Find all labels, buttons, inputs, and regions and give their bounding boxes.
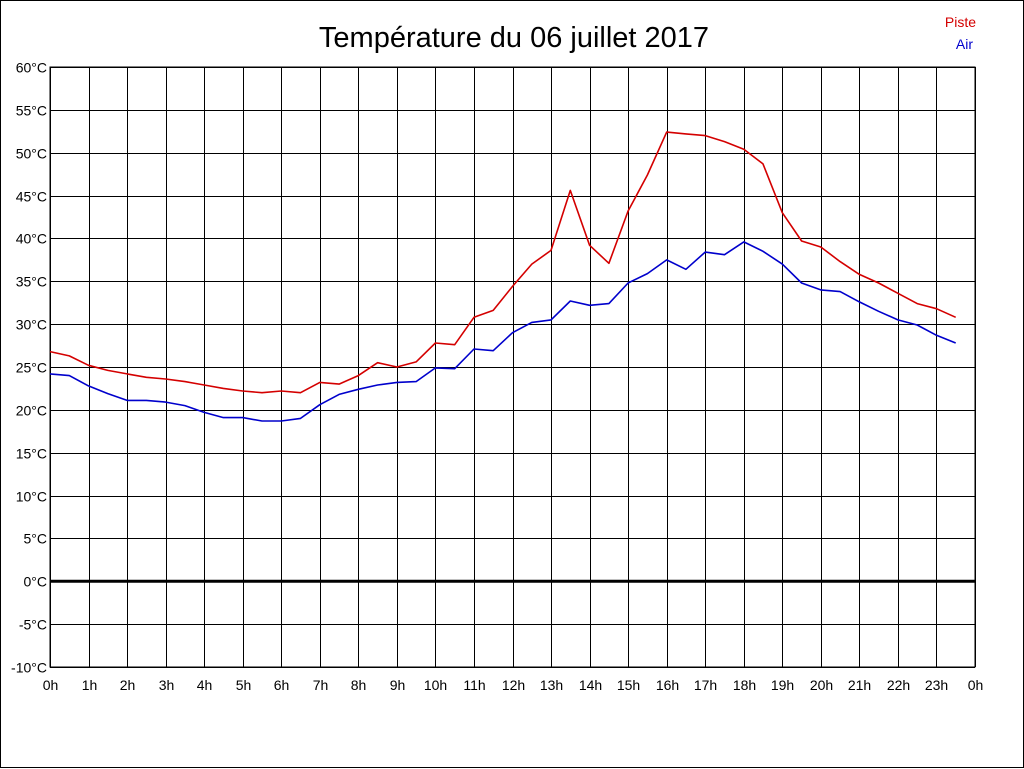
y-tick-label: 15°C (16, 446, 47, 462)
x-tick-label: 21h (848, 677, 871, 693)
x-axis-tick-labels: 0h 1h 2h 3h 4h 5h 6h 7h 8h 9h 10h 11h 12h 13h 14h 15h 16… (43, 677, 984, 693)
y-tick-label: 25°C (16, 360, 47, 376)
series-lines (49, 131, 957, 422)
y-tick-label: 35°C (16, 274, 47, 290)
x-tick-label: 12h (502, 677, 525, 693)
x-tick-label: 11h (463, 677, 485, 693)
y-tick-label: 40°C (16, 231, 47, 247)
y-tick-label: 60°C (16, 60, 47, 76)
legend-entry-piste: Piste (945, 14, 976, 30)
y-tick-label: 55°C (16, 103, 47, 119)
x-tick-label: 20h (810, 677, 833, 693)
grid (49, 66, 976, 668)
x-tick-label: 13h (540, 677, 563, 693)
x-tick-label: 15h (617, 677, 640, 693)
y-tick-label: 5°C (24, 531, 48, 547)
x-tick-label: 23h (925, 677, 948, 693)
y-tick-label: 10°C (16, 489, 47, 505)
x-tick-label: 14h (579, 677, 602, 693)
x-tick-label: 0h (43, 677, 59, 693)
x-tick-label: 4h (197, 677, 213, 693)
y-tick-label: 30°C (16, 317, 47, 333)
y-tick-label: 50°C (16, 146, 47, 162)
x-tick-label: 17h (694, 677, 717, 693)
x-tick-label: 9h (390, 677, 406, 693)
legend: Piste Air (945, 14, 976, 52)
y-tick-label: 0°C (24, 574, 48, 590)
x-tick-label: 18h (733, 677, 756, 693)
x-tick-label: 10h (424, 677, 447, 693)
legend-entry-air: Air (956, 36, 973, 52)
x-tick-label: 0h (968, 677, 984, 693)
y-tick-label: -5°C (19, 617, 47, 633)
chart-title: Température du 06 juillet 2017 (319, 22, 709, 54)
y-axis-tick-labels: 60°C 55°C 50°C 45°C 40°C 35°C 30°C 25°C 20°C 15°C… (11, 60, 47, 676)
x-tick-label: 5h (236, 677, 252, 693)
x-tick-label: 8h (351, 677, 367, 693)
x-tick-label: 3h (159, 677, 175, 693)
series-line-piste (49, 131, 957, 394)
x-tick-label: 22h (887, 677, 910, 693)
x-tick-label: 2h (120, 677, 136, 693)
series-line-air (49, 241, 956, 422)
y-tick-label: -10°C (11, 660, 47, 676)
y-tick-label: 45°C (16, 189, 47, 205)
x-tick-label: 19h (771, 677, 794, 693)
y-tick-label: 20°C (16, 403, 47, 419)
x-tick-label: 6h (274, 677, 290, 693)
x-tick-label: 1h (82, 677, 98, 693)
x-tick-label: 7h (313, 677, 329, 693)
x-tick-label: 16h (656, 677, 679, 693)
